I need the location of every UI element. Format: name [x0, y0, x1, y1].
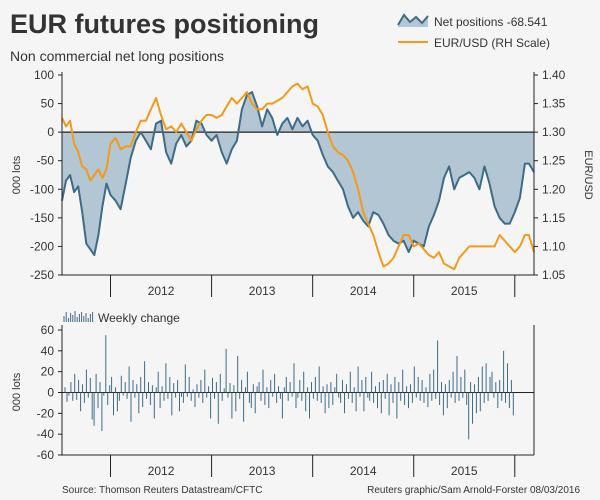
- x-tick-label: 2012: [148, 284, 175, 298]
- left-axis-label-bottom: 000 lots: [11, 372, 23, 411]
- right-tick-label: 1.30: [542, 125, 566, 139]
- right-tick-label: 1.35: [542, 97, 566, 111]
- net-positions-line: [61, 91, 535, 256]
- legend-eur-usd: EUR/USD (RH Scale): [434, 36, 550, 50]
- weekly-x-tick-label: 2013: [249, 464, 276, 478]
- legend-swatch-bars: [63, 311, 94, 322]
- left-tick-label: -100: [30, 182, 54, 196]
- right-tick-label: 1.15: [542, 211, 566, 225]
- left-tick-label: -250: [30, 268, 54, 282]
- legend-net-positions: Net positions -68.541: [434, 15, 548, 29]
- legend-top: Net positions -68.541 EUR/USD (RH Scale): [397, 13, 550, 50]
- legend-weekly-change: Weekly change: [98, 311, 180, 325]
- right-tick-label: 1.05: [542, 268, 566, 282]
- weekly-x-tick-label: 2012: [148, 464, 175, 478]
- weekly-tick-label: -20: [37, 406, 55, 420]
- weekly-tick-label: -40: [37, 427, 55, 441]
- right-tick-label: 1.40: [542, 68, 566, 82]
- left-tick-label: -150: [30, 211, 54, 225]
- legend-bottom: Weekly change: [63, 311, 180, 325]
- credit-note: Reuters graphic/Sam Arnold-Forster 08/03…: [367, 485, 580, 496]
- weekly-tick-label: 40: [41, 344, 55, 358]
- x-tick-label: 2014: [350, 284, 377, 298]
- left-tick-label: 50: [41, 97, 55, 111]
- right-tick-label: 1.10: [542, 239, 566, 253]
- weekly-tick-label: 20: [41, 365, 55, 379]
- left-tick-label: 0: [47, 125, 54, 139]
- weekly-x-tick-label: 2014: [350, 464, 377, 478]
- chart-subtitle: Non commercial net long positions: [10, 48, 224, 64]
- weekly-tick-label: -60: [37, 448, 55, 462]
- left-tick-label: -50: [37, 154, 55, 168]
- left-axis-label-top: 000 lots: [11, 155, 23, 194]
- x-tick-label: 2013: [249, 284, 276, 298]
- weekly-tick-label: 0: [47, 386, 54, 400]
- x-tick-label: 2015: [451, 284, 478, 298]
- left-tick-label: 100: [34, 68, 54, 82]
- chart-title: EUR futures positioning: [10, 9, 319, 39]
- source-note: Source: Thomson Reuters Datastream/CFTC: [62, 485, 262, 496]
- weekly-change-chart: 60 40 20 0 -20 -40 -60 2012 2013 2014 2015: [37, 323, 535, 478]
- right-tick-label: 1.25: [542, 154, 566, 168]
- right-axis-label-top: EUR/USD: [582, 150, 594, 200]
- legend-swatch-net-line: [397, 13, 429, 26]
- right-tick-label: 1.20: [542, 182, 566, 196]
- weekly-x-tick-label: 2015: [451, 464, 478, 478]
- net-positions-area: [62, 92, 534, 255]
- eur-usd-line: [61, 82, 535, 271]
- left-tick-label: -200: [30, 239, 54, 253]
- weekly-tick-label: 60: [41, 323, 55, 337]
- positions-chart: 100 50 0 -50 -100 -150 -200 -250 1.40 1.35 1.30 1.2…: [30, 68, 566, 298]
